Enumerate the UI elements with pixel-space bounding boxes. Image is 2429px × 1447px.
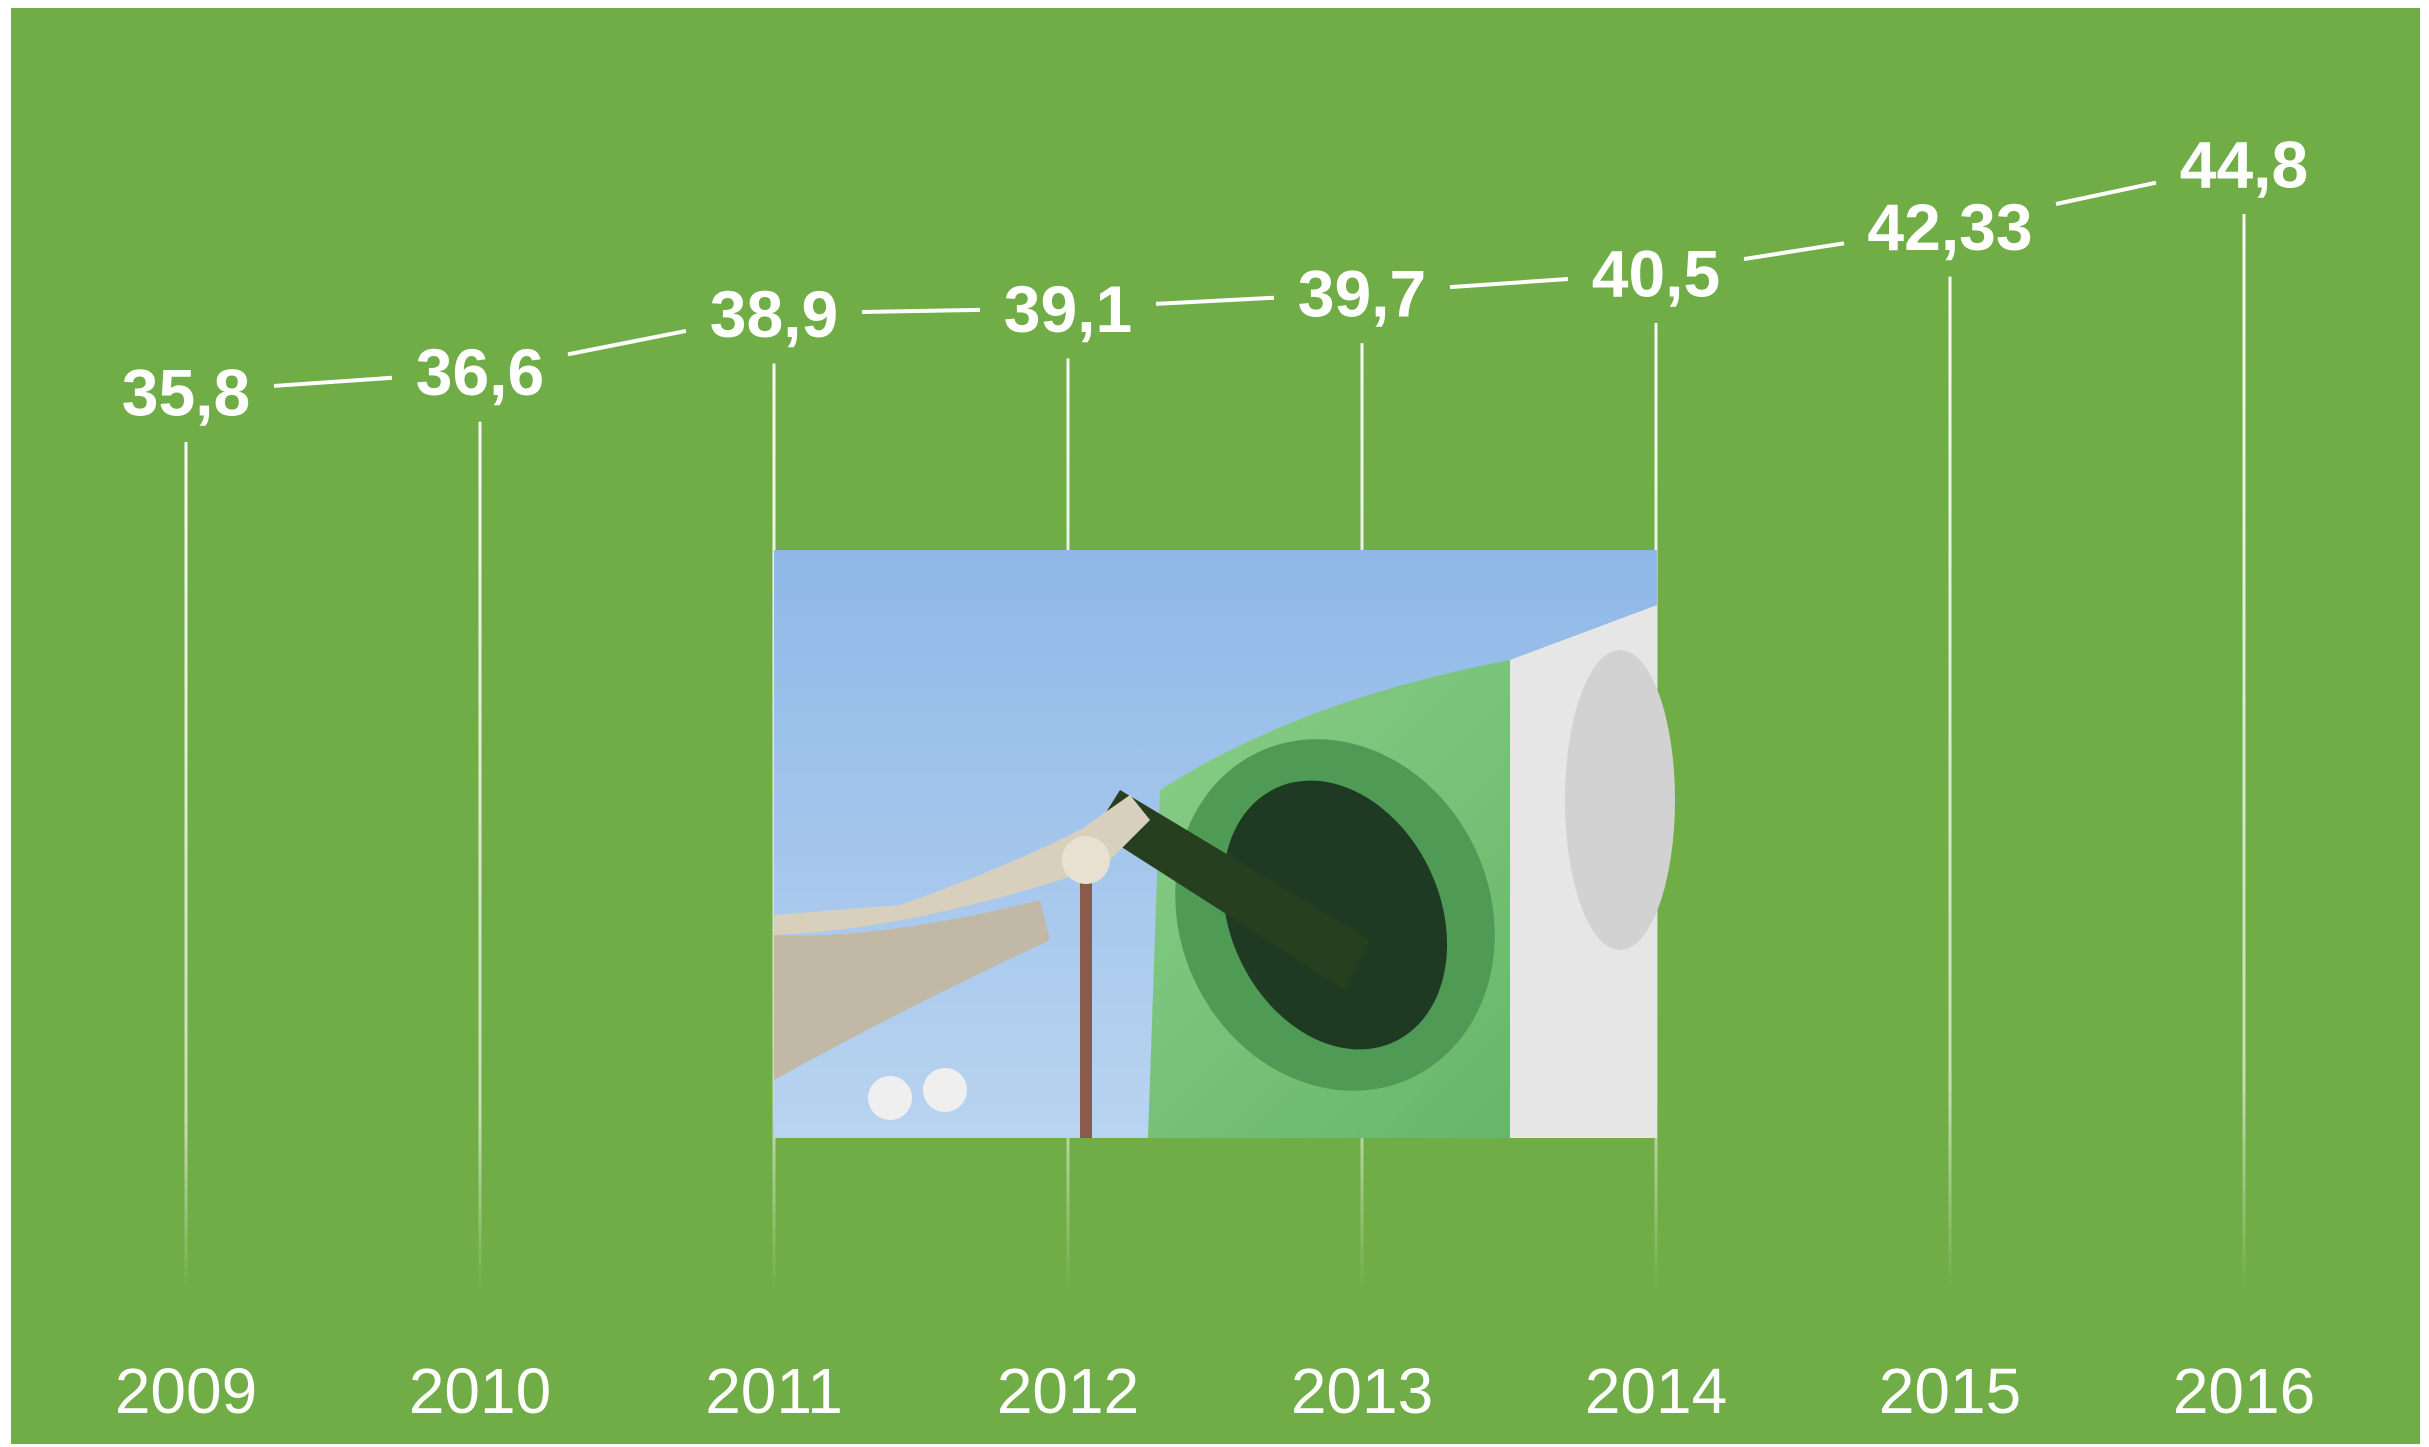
connector [273, 375, 393, 388]
data-label: 38,9 [710, 277, 838, 351]
x-tick-label: 2009 [115, 1355, 257, 1427]
connector [861, 307, 981, 314]
x-tick-label: 2011 [705, 1355, 843, 1427]
x-tick-label: 2014 [1585, 1355, 1727, 1427]
data-label: 40,5 [1592, 236, 1720, 310]
data-label: 39,7 [1298, 257, 1426, 331]
drop-line [2242, 214, 2246, 1290]
data-label: 36,6 [416, 335, 544, 409]
data-label: 42,33 [1867, 190, 2032, 264]
x-tick-label: 2016 [2173, 1355, 2315, 1427]
drop-line [478, 421, 482, 1290]
x-tick-label: 2012 [997, 1355, 1139, 1427]
connector [1155, 295, 1275, 306]
x-tick-label: 2015 [1879, 1355, 2021, 1427]
connector [1449, 277, 1569, 290]
data-label: 39,1 [1004, 272, 1132, 346]
connector [567, 328, 687, 357]
connector [2055, 180, 2157, 206]
drop-line [1948, 276, 1952, 1290]
data-label: 35,8 [122, 355, 250, 429]
x-tick-label: 2010 [409, 1355, 551, 1427]
drop-line [184, 442, 188, 1290]
photo [774, 550, 1675, 1138]
connector [1743, 241, 1845, 262]
x-tick-label: 2013 [1291, 1355, 1433, 1427]
data-label: 44,8 [2180, 127, 2308, 201]
